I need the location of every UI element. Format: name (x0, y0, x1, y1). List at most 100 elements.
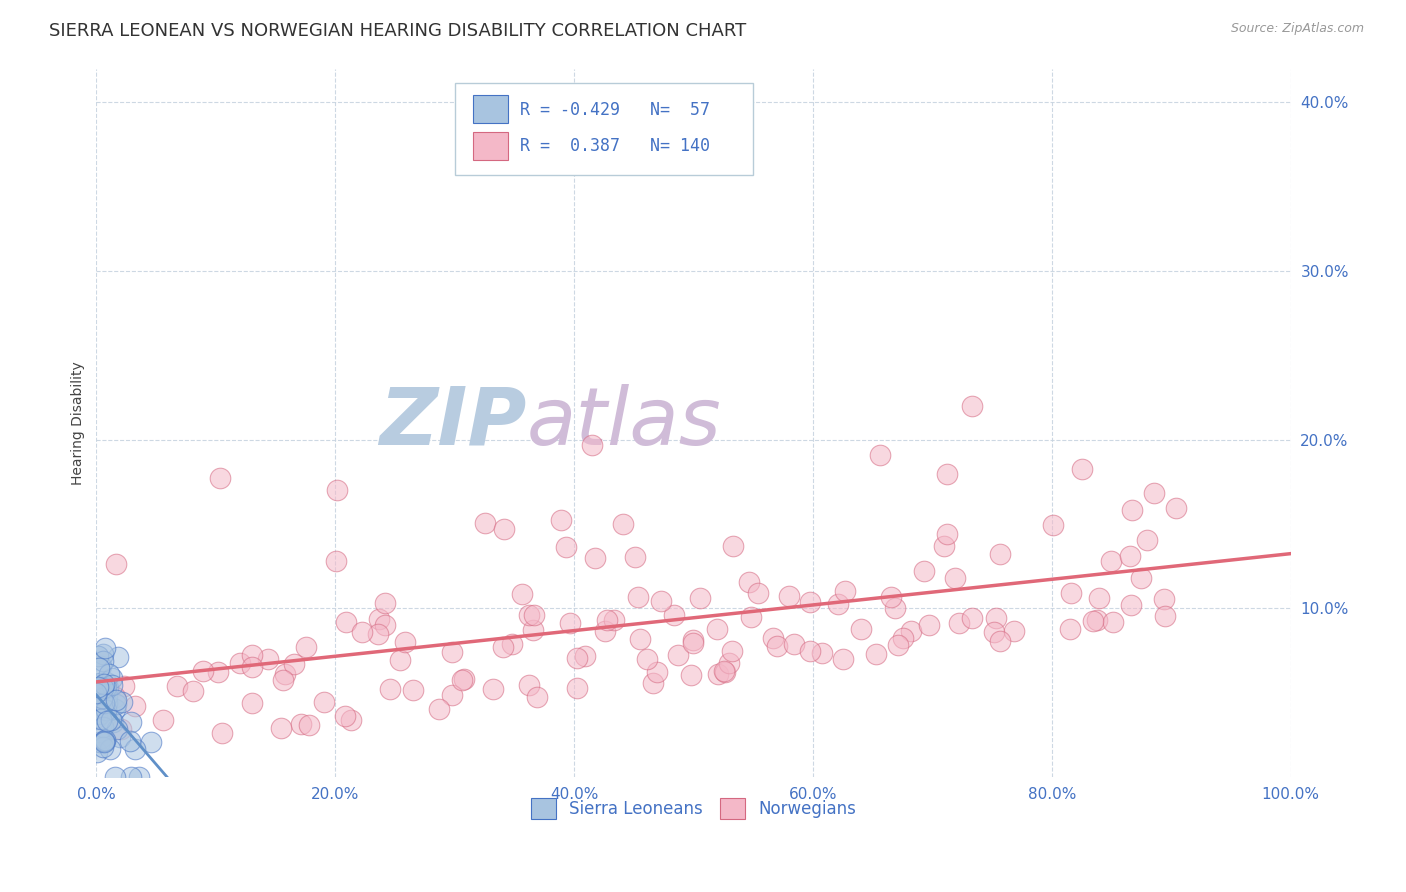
Point (689, 591, 711, 605)
Point (713, 665, 735, 679)
Point (89, 735, 111, 749)
Point (762, 631, 785, 645)
Point (936, 467, 959, 481)
Point (166, 679, 188, 693)
Point (96, 690, 118, 704)
Point (93, 693, 115, 707)
Point (374, 596, 396, 610)
Point (389, 652, 412, 666)
Point (96, 703, 118, 717)
Point (93, 677, 115, 691)
Point (374, 617, 396, 632)
Point (93, 697, 115, 711)
Point (105, 723, 128, 737)
Point (335, 708, 357, 723)
Point (124, 699, 146, 714)
Point (628, 632, 651, 646)
Point (948, 616, 970, 631)
Point (962, 611, 984, 625)
FancyBboxPatch shape (454, 83, 754, 175)
Point (94, 681, 117, 695)
Point (326, 483, 349, 497)
Point (1002, 624, 1025, 639)
Point (441, 645, 464, 659)
Point (636, 652, 658, 666)
Point (105, 698, 128, 712)
Point (799, 594, 821, 608)
Point (765, 640, 787, 654)
Point (271, 673, 294, 688)
Bar (472, 131, 509, 160)
Point (394, 635, 416, 649)
Text: R =  0.387   N= 140: R = 0.387 N= 140 (520, 137, 710, 155)
Point (717, 656, 740, 670)
Point (583, 551, 606, 566)
Point (934, 540, 956, 554)
Point (645, 665, 668, 679)
Point (86, 702, 108, 716)
Point (104, 690, 127, 705)
Point (778, 589, 800, 603)
Point (86, 745, 108, 759)
Point (602, 613, 624, 627)
Point (90, 690, 112, 705)
Point (1042, 518, 1064, 533)
Point (554, 540, 576, 554)
Point (891, 631, 914, 645)
Point (707, 666, 730, 681)
Point (96, 675, 118, 690)
Point (492, 640, 515, 655)
Point (474, 516, 496, 530)
Point (737, 574, 759, 589)
Point (682, 636, 704, 650)
Point (290, 717, 312, 731)
Point (191, 665, 214, 679)
Point (1166, 501, 1188, 516)
Point (283, 657, 305, 672)
Point (104, 702, 127, 716)
Point (97, 681, 120, 696)
Point (526, 690, 548, 705)
Point (240, 697, 263, 711)
Point (713, 664, 735, 678)
Point (104, 557, 127, 571)
Point (1119, 549, 1142, 563)
Point (1121, 502, 1143, 516)
Point (827, 598, 849, 612)
Point (91, 654, 114, 668)
Point (110, 723, 132, 737)
Point (325, 554, 347, 568)
Point (1153, 609, 1175, 624)
Point (339, 713, 361, 727)
Point (207, 665, 229, 679)
Point (612, 517, 634, 532)
Point (368, 612, 391, 626)
Point (581, 438, 603, 452)
Point (935, 526, 957, 541)
Point (1060, 585, 1083, 599)
Point (120, 714, 142, 729)
Point (98, 741, 121, 756)
Point (988, 633, 1011, 648)
Point (380, 681, 402, 696)
Point (912, 564, 935, 578)
Point (89, 660, 111, 674)
Point (139, 735, 162, 749)
Point (1081, 614, 1104, 628)
Point (1102, 615, 1125, 629)
Point (918, 617, 941, 632)
Point (86, 688, 108, 702)
Point (86, 709, 108, 723)
Point (865, 648, 887, 662)
Legend: Sierra Leoneans, Norwegians: Sierra Leoneans, Norwegians (524, 791, 863, 825)
Point (294, 640, 316, 655)
Point (86, 685, 108, 699)
Point (492, 522, 515, 536)
Point (89, 675, 111, 690)
Point (832, 651, 855, 665)
Point (596, 614, 619, 628)
Point (93, 734, 115, 748)
Point (94, 640, 117, 655)
Point (510, 586, 533, 600)
Point (624, 549, 647, 564)
